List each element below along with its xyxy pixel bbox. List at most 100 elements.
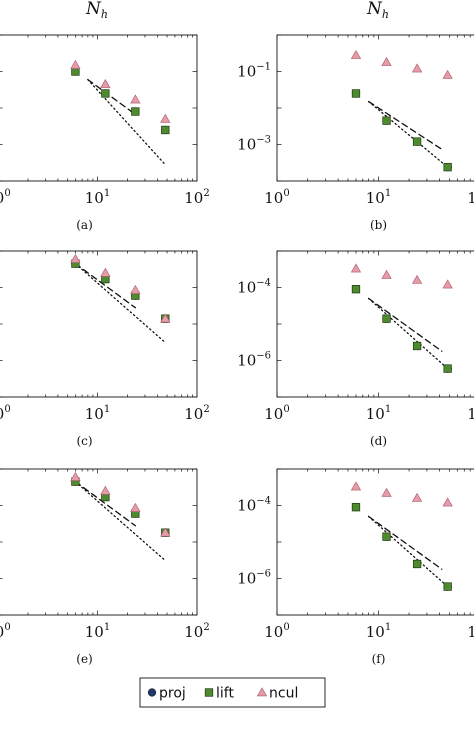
legend-marker-ncul [256,687,268,697]
chart-panel: 100 101 102 (e) [0,468,210,666]
data-point-ncul [350,49,362,59]
data-point-lift [351,503,361,512]
chart-panel: 100 101 102 (c) [0,250,210,448]
data-point-ncul [411,492,423,502]
data-point-ncul [350,481,362,491]
subfigure-caption: (e) [76,652,92,666]
dotted-reference-line [74,481,166,562]
subfigure-caption: (a) [76,218,93,232]
data-point-ncul [381,269,392,279]
data-point-ncul [70,59,81,69]
chart-panel: 100 101 102 10−4 10−6 (f) [237,468,474,666]
dashed-reference-line [368,515,443,570]
plot-frame [276,250,474,398]
legend-label: proj [159,686,186,702]
data-point-ncul [100,485,111,495]
data-point-ncul [130,502,141,512]
x-tick-label: 100 [0,188,11,207]
x-tick-label: 102 [184,188,209,207]
y-tick-label: 10−6 [237,569,271,588]
data-point-ncul [70,471,81,481]
chart-panel: 100 101 102 10−4 10−6 (d) [237,250,474,448]
data-point-ncul [442,497,453,507]
dotted-reference-line [368,100,449,168]
data-point-lift [382,532,391,541]
dotted-reference-line [74,263,166,344]
data-point-ncul [100,78,111,88]
chart-panel: 100 101 102 (a) [0,34,210,232]
legend-item: proj [147,686,186,702]
data-point-ncul [100,267,111,277]
legend-item: ncul [256,686,298,702]
data-point-ncul [70,253,81,263]
dotted-reference-line [87,78,166,166]
data-point-lift [443,364,452,373]
x-tick-label: 101 [85,622,110,641]
data-point-lift [443,582,452,591]
data-point-lift [412,137,422,146]
data-point-ncul [411,274,423,284]
x-tick-label: 102 [184,404,209,423]
data-point-ncul [350,263,362,273]
y-tick-label: 10−1 [237,62,271,81]
chart-panel: 100 101 102 10−1 10−3 (b) [237,34,474,232]
dashed-reference-line [368,297,443,352]
legend: proj lift ncul [139,677,326,708]
x-tick-label: 102 [467,622,474,641]
data-point-lift [351,89,361,98]
legend-marker-lift [204,688,214,697]
y-tick-label: 10−4 [237,278,271,297]
legend-box [139,677,326,708]
data-point-ncul [442,279,453,289]
data-point-lift [443,162,452,172]
data-point-ncul [381,487,392,497]
dotted-reference-line [368,297,449,370]
data-point-lift [71,67,80,76]
data-point-ncul [160,313,171,323]
x-tick-label: 102 [467,404,474,423]
column-title: Nh [85,0,108,21]
data-point-lift [382,314,391,323]
dashed-reference-line [87,78,136,115]
data-point-ncul [442,69,453,79]
legend-marker-proj [147,688,157,697]
data-point-lift [161,125,170,135]
legend-label: lift [216,686,234,702]
plot-frame [0,250,198,398]
legend-label: ncul [269,686,298,702]
y-tick-label: 10−4 [237,496,271,515]
data-point-ncul [130,94,141,104]
x-tick-label: 101 [366,622,391,641]
data-point-lift [412,559,422,569]
x-tick-label: 101 [366,404,391,423]
dashed-reference-line [74,263,136,309]
dashed-reference-line [368,100,443,150]
subfigure-caption: (b) [370,218,387,232]
data-point-ncul [160,527,171,537]
data-point-lift [351,285,361,294]
subfigure-caption: (f) [372,652,386,666]
x-tick-label: 100 [0,404,11,423]
plot-frame [0,468,198,616]
x-tick-label: 101 [366,188,391,207]
y-tick-label: 10−3 [237,135,271,154]
x-tick-label: 100 [0,622,11,641]
dashed-reference-line [74,481,136,527]
data-point-lift [382,116,391,125]
x-tick-label: 100 [264,404,289,423]
column-title: Nh [366,0,389,21]
plot-frame [0,34,198,182]
data-point-ncul [411,63,423,73]
x-tick-label: 102 [184,622,209,641]
data-point-lift [412,341,422,351]
dotted-reference-line [368,515,449,588]
x-tick-label: 101 [85,404,110,423]
subfigure-caption: (c) [76,434,92,448]
y-tick-label: 10−6 [237,351,271,370]
x-tick-label: 100 [264,622,289,641]
x-tick-label: 102 [467,188,474,207]
plot-frame [276,468,474,616]
data-point-ncul [130,284,141,294]
data-point-ncul [381,56,392,66]
